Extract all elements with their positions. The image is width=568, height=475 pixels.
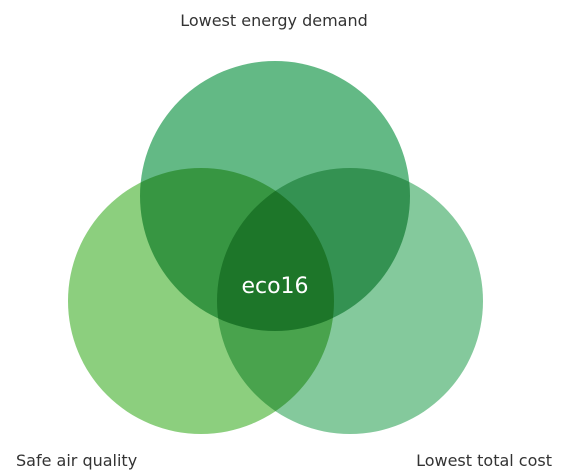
label-right: Lowest total cost bbox=[416, 451, 552, 470]
label-left: Safe air quality bbox=[16, 451, 137, 470]
center-label: eco16 bbox=[241, 274, 308, 299]
label-top: Lowest energy demand bbox=[180, 11, 368, 30]
circle-cost bbox=[217, 168, 483, 434]
circles bbox=[68, 61, 483, 434]
